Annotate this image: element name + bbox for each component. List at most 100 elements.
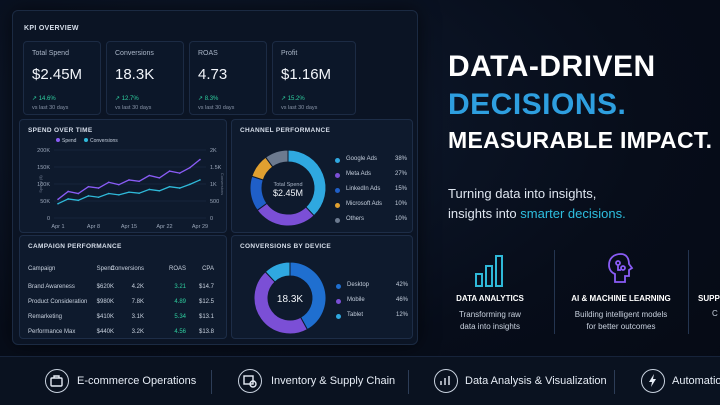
kpi-card-profit: Profit $1.16M ↗ 15.2% vs last 30 days	[272, 41, 356, 115]
legend-item: Google Ads 38%	[335, 156, 415, 166]
tagline-2-prefix: insights into	[448, 206, 521, 221]
y2-tick-label: 2K	[210, 148, 217, 154]
panel-title: CONVERSIONS BY DEVICE	[240, 243, 332, 250]
kpi-change: ↗ 12.7%	[115, 96, 139, 102]
donut-slice	[249, 175, 268, 212]
kpi-sub: vs last 30 days	[115, 105, 152, 111]
table-header-cell: Spend	[96, 266, 114, 272]
legend-label-spend: Spend	[62, 138, 77, 144]
legend-swatch	[335, 188, 340, 193]
feature-desc-cut: C	[712, 309, 718, 318]
kpi-value: $1.16M	[281, 66, 332, 83]
x-tick-label: Apr 22	[156, 224, 172, 230]
x-tick-label: Apr 8	[87, 224, 100, 230]
data-point	[57, 198, 59, 201]
bottom-item-label: Data Analysis & Visualization	[465, 375, 607, 387]
data-point	[138, 192, 140, 194]
legend-label: Desktop	[347, 282, 370, 288]
kpi-value: $2.45M	[32, 66, 83, 83]
table-cell: Product Consideration	[28, 299, 88, 305]
kpi-value: 18.3K	[115, 66, 155, 83]
table-cell: $13.8	[198, 329, 214, 335]
legend-swatch	[336, 284, 341, 289]
table-cell: $980K	[96, 299, 114, 305]
data-point	[77, 199, 80, 202]
feature-divider	[554, 250, 555, 334]
table-cell: $620K	[96, 284, 114, 290]
data-point	[148, 188, 151, 191]
conversions-by-device-panel: CONVERSIONS BY DEVICE 18.3K Desktop 42% Mo…	[231, 235, 413, 339]
table-cell: 4.89	[174, 299, 186, 305]
kpi-label: Conversions	[115, 50, 154, 57]
feature-desc-line-1: Transforming raw	[459, 310, 521, 319]
x-tick-label: Apr 1	[51, 224, 64, 230]
feature-title: DATA ANALYTICS	[456, 294, 524, 303]
kpi-card-total-spend: Total Spend $2.45M ↗ 14.6% vs last 30 da…	[23, 41, 101, 115]
legend-percent: 12%	[396, 312, 409, 318]
inventory-icon	[238, 369, 262, 393]
donut-center-label: Total Spend	[273, 182, 302, 188]
data-point	[158, 177, 161, 179]
table-cell: 5.34	[174, 314, 186, 320]
bar-chart-icon	[475, 255, 503, 287]
kpi-label: Total Spend	[32, 50, 69, 57]
dashboard-mockup: KPI OVERVIEW Total Spend $2.45M ↗ 14.6% …	[12, 10, 418, 345]
table-cell: 7.8K	[131, 299, 144, 305]
legend-swatch-conversions	[84, 138, 88, 142]
channel-performance-panel: CHANNEL PERFORMANCE Total Spend $2.45M Go…	[231, 119, 413, 233]
legend-percent: 10%	[395, 216, 408, 222]
donut-center-value: $2.45M	[273, 188, 303, 198]
legend-swatch	[335, 218, 340, 223]
donut-slice	[289, 261, 327, 331]
legend-label: Google Ads	[346, 156, 378, 162]
table-cell: Remarketing	[28, 314, 63, 320]
campaign-performance-panel: CAMPAIGN PERFORMANCE Campaign Spend Conver…	[19, 235, 227, 339]
panel-title: SPEND OVER TIME	[28, 127, 93, 134]
kpi-card-conversions: Conversions 18.3K ↗ 12.7% vs last 30 day…	[106, 41, 184, 115]
data-point	[199, 158, 201, 161]
analysis-icon	[434, 369, 458, 393]
bottom-divider	[614, 370, 615, 394]
data-point	[67, 190, 69, 193]
x-tick-label: Apr 29	[192, 224, 208, 230]
kpi-sub: vs last 30 days	[281, 105, 318, 111]
legend-percent: 38%	[395, 156, 408, 162]
table-header-cell: Conversions	[110, 266, 144, 272]
bottom-item-label: Automatio	[672, 375, 720, 387]
legend-label: Meta Ads	[346, 171, 372, 177]
kpi-label: ROAS	[198, 50, 218, 57]
brain-circuit-icon	[608, 253, 634, 283]
hero-line-1: DATA-DRIVEN	[448, 50, 656, 83]
y2-tick-label: 1K	[210, 182, 217, 188]
y-tick-label: 150K	[37, 165, 50, 171]
data-point	[128, 179, 130, 181]
y2-tick-label: 500	[210, 199, 219, 205]
table-cell: 3.1K	[131, 314, 144, 320]
y-tick-label: 0	[47, 216, 50, 222]
data-point	[57, 202, 59, 205]
data-point	[178, 187, 181, 189]
donut-slice	[264, 261, 291, 283]
kpi-overview-title: KPI OVERVIEW	[24, 25, 79, 32]
table-header-row: Campaign Spend Conversions ROAS CPA	[28, 266, 224, 280]
donut-center-value: 18.3K	[277, 294, 303, 305]
kpi-label: Profit	[281, 50, 298, 57]
bottom-divider	[211, 370, 212, 394]
x-tick-label: Apr 15	[121, 224, 137, 230]
channel-legend: Google Ads 38% Meta Ads 27% LinkedIn Ads 15% M…	[335, 156, 413, 231]
y2-axis-label: Conversions	[220, 173, 225, 195]
data-point	[138, 180, 140, 183]
y-tick-label: 50K	[40, 199, 50, 205]
data-point	[107, 192, 110, 195]
table-cell: Brand Awareness	[28, 284, 75, 290]
table-row: Brand Awareness $620K 4.2K 3.21 $14.7	[28, 284, 224, 298]
bottom-bar: E-commerce Operations Inventory & Supply…	[0, 356, 720, 405]
data-point	[178, 172, 181, 174]
feature-desc-line-2: for better outcomes	[586, 322, 656, 331]
feature-desc-line-2: data into insights	[459, 322, 521, 331]
table-header-cell: ROAS	[168, 266, 186, 272]
legend-percent: 27%	[395, 171, 408, 177]
kpi-change: ↗ 8.3%	[198, 96, 219, 102]
table-cell: 4.2K	[131, 284, 144, 290]
